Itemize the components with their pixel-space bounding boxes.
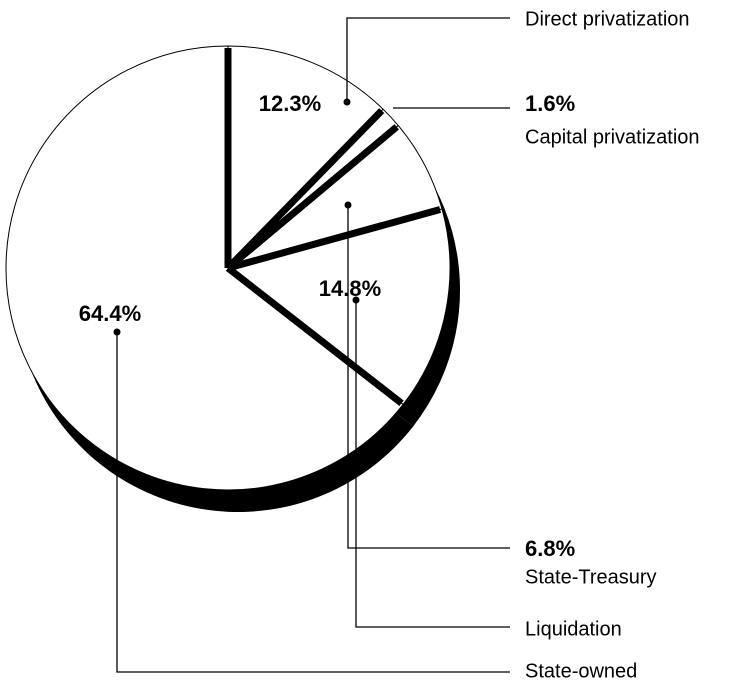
leader-dot — [352, 296, 360, 304]
slice-edge — [225, 108, 385, 271]
value-label: 12.3% — [259, 91, 321, 116]
category-label: State-Treasury — [525, 566, 657, 588]
category-label: Liquidation — [525, 618, 622, 640]
slice-edge — [225, 265, 404, 406]
leader-dot — [343, 98, 351, 106]
slice — [5, 45, 404, 491]
leader-line — [346, 17, 510, 102]
leader-line — [347, 205, 510, 549]
value-label: 6.8% — [525, 536, 575, 561]
slice-edge — [227, 206, 442, 272]
slice — [226, 208, 451, 406]
leader-dot — [113, 328, 121, 336]
leader-dot — [344, 201, 352, 209]
category-label: Direct privatization — [525, 8, 690, 30]
value-label: 64.4% — [79, 301, 141, 326]
slice-edge — [225, 124, 399, 271]
value-label: 1.6% — [525, 91, 575, 116]
value-label: 14.8% — [319, 276, 381, 301]
leader-line — [116, 332, 510, 673]
category-label: State-owned — [525, 660, 637, 682]
leader-line — [355, 300, 510, 628]
category-label: Capital privatization — [525, 126, 700, 148]
